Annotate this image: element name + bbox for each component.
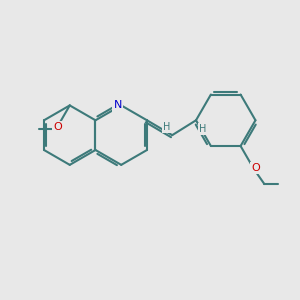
Text: H: H xyxy=(199,124,206,134)
Text: O: O xyxy=(53,122,62,132)
Text: N: N xyxy=(113,100,122,110)
Text: O: O xyxy=(251,163,260,173)
Text: H: H xyxy=(163,122,170,132)
